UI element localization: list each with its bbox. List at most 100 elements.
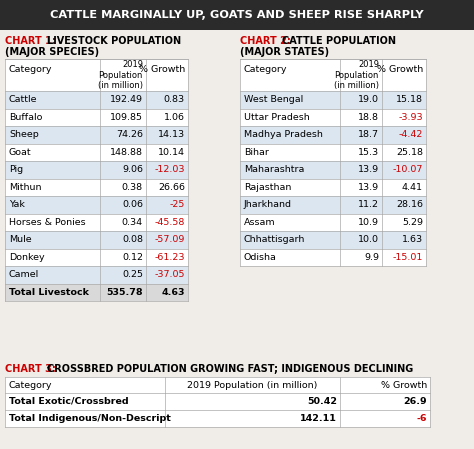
Text: Total Indigenous/Non-Descript: Total Indigenous/Non-Descript [9, 414, 171, 423]
Text: 2019 Population (in million): 2019 Population (in million) [187, 380, 318, 389]
Bar [240, 59, 426, 91]
Text: 109.85: 109.85 [110, 113, 143, 122]
Text: 10.9: 10.9 [358, 218, 379, 227]
Text: Camel: Camel [9, 270, 39, 279]
Text: CATTLE MARGINALLY UP, GOATS AND SHEEP RISE SHARPLY: CATTLE MARGINALLY UP, GOATS AND SHEEP RI… [50, 10, 424, 20]
Text: 1.63: 1.63 [402, 235, 423, 244]
Bar [240, 126, 426, 144]
Text: Maharashtra: Maharashtra [244, 165, 304, 174]
Text: 9.06: 9.06 [122, 165, 143, 174]
Bar [5, 59, 188, 91]
Text: 50.42: 50.42 [307, 397, 337, 406]
Text: (MAJOR STATES): (MAJOR STATES) [240, 47, 329, 57]
Bar [240, 196, 426, 214]
Bar [0, 0, 474, 30]
Bar [240, 161, 426, 179]
Text: Category: Category [9, 66, 53, 75]
Text: Rajasthan: Rajasthan [244, 183, 292, 192]
Text: Donkey: Donkey [9, 253, 45, 262]
Text: 10.0: 10.0 [358, 235, 379, 244]
Text: Mule: Mule [9, 235, 32, 244]
Text: Bihar: Bihar [244, 148, 269, 157]
Bar [5, 393, 430, 410]
Text: Category: Category [9, 380, 53, 389]
Text: Pig: Pig [9, 165, 23, 174]
Text: 0.12: 0.12 [122, 253, 143, 262]
Text: % Growth: % Growth [381, 380, 427, 389]
Text: CHART 3:: CHART 3: [5, 364, 56, 374]
Text: CROSSBRED POPULATION GROWING FAST; INDIGENOUS DECLINING: CROSSBRED POPULATION GROWING FAST; INDIG… [47, 364, 413, 374]
Text: 0.06: 0.06 [122, 200, 143, 209]
Text: 26.9: 26.9 [403, 397, 427, 406]
Text: -4.42: -4.42 [399, 130, 423, 139]
Bar [5, 214, 188, 231]
Text: CHART 1:: CHART 1: [5, 36, 56, 46]
Bar [5, 377, 430, 393]
Text: Mithun: Mithun [9, 183, 42, 192]
Text: Total Exotic/Crossbred: Total Exotic/Crossbred [9, 397, 128, 406]
Bar [5, 248, 188, 266]
Text: 0.83: 0.83 [164, 95, 185, 104]
Text: % Growth: % Growth [139, 66, 185, 75]
Text: Total Livestock: Total Livestock [9, 288, 89, 297]
Text: 19.0: 19.0 [358, 95, 379, 104]
Text: Sheep: Sheep [9, 130, 39, 139]
Text: 15.18: 15.18 [396, 95, 423, 104]
Bar [240, 144, 426, 161]
Text: 13.9: 13.9 [358, 165, 379, 174]
Text: -61.23: -61.23 [155, 253, 185, 262]
Bar [5, 161, 188, 179]
Text: 10.14: 10.14 [158, 148, 185, 157]
Bar [240, 248, 426, 266]
Text: Horses & Ponies: Horses & Ponies [9, 218, 86, 227]
Text: Cattle: Cattle [9, 95, 37, 104]
Text: 13.9: 13.9 [358, 183, 379, 192]
Text: CHART 2:: CHART 2: [240, 36, 291, 46]
Text: Chhattisgarh: Chhattisgarh [244, 235, 305, 244]
Text: 192.49: 192.49 [110, 95, 143, 104]
Text: 2019
Population
(in million): 2019 Population (in million) [334, 60, 379, 90]
Text: Uttar Pradesh: Uttar Pradesh [244, 113, 310, 122]
Text: 2019
Population
(in million): 2019 Population (in million) [98, 60, 143, 90]
Text: 0.34: 0.34 [122, 218, 143, 227]
Text: 0.08: 0.08 [122, 235, 143, 244]
Text: 18.7: 18.7 [358, 130, 379, 139]
Bar [5, 231, 188, 248]
Text: Yak: Yak [9, 200, 25, 209]
Bar [240, 179, 426, 196]
Bar [240, 214, 426, 231]
Bar [5, 179, 188, 196]
Text: -3.93: -3.93 [398, 113, 423, 122]
Text: (MAJOR SPECIES): (MAJOR SPECIES) [5, 47, 99, 57]
Text: 11.2: 11.2 [358, 200, 379, 209]
Text: 4.41: 4.41 [402, 183, 423, 192]
Text: Category: Category [244, 66, 288, 75]
Text: 142.11: 142.11 [300, 414, 337, 423]
Bar [240, 231, 426, 248]
Text: 4.63: 4.63 [162, 288, 185, 297]
Text: % Growth: % Growth [377, 66, 423, 75]
Text: 18.8: 18.8 [358, 113, 379, 122]
Text: 148.88: 148.88 [110, 148, 143, 157]
Bar [5, 266, 188, 283]
Text: Odisha: Odisha [244, 253, 277, 262]
Bar [5, 126, 188, 144]
Bar [5, 91, 188, 109]
Text: -15.01: -15.01 [392, 253, 423, 262]
Text: Jharkhand: Jharkhand [244, 200, 292, 209]
Text: 5.29: 5.29 [402, 218, 423, 227]
Text: LIVESTOCK POPULATION: LIVESTOCK POPULATION [47, 36, 181, 46]
Text: Buffalo: Buffalo [9, 113, 42, 122]
Bar [240, 91, 426, 109]
Text: -6: -6 [417, 414, 427, 423]
Text: 15.3: 15.3 [358, 148, 379, 157]
Bar [5, 410, 430, 427]
Text: 14.13: 14.13 [158, 130, 185, 139]
Text: 25.18: 25.18 [396, 148, 423, 157]
Text: 535.78: 535.78 [106, 288, 143, 297]
Text: -10.07: -10.07 [392, 165, 423, 174]
Text: 26.66: 26.66 [158, 183, 185, 192]
Text: 0.38: 0.38 [122, 183, 143, 192]
Text: -25: -25 [170, 200, 185, 209]
Text: -12.03: -12.03 [155, 165, 185, 174]
